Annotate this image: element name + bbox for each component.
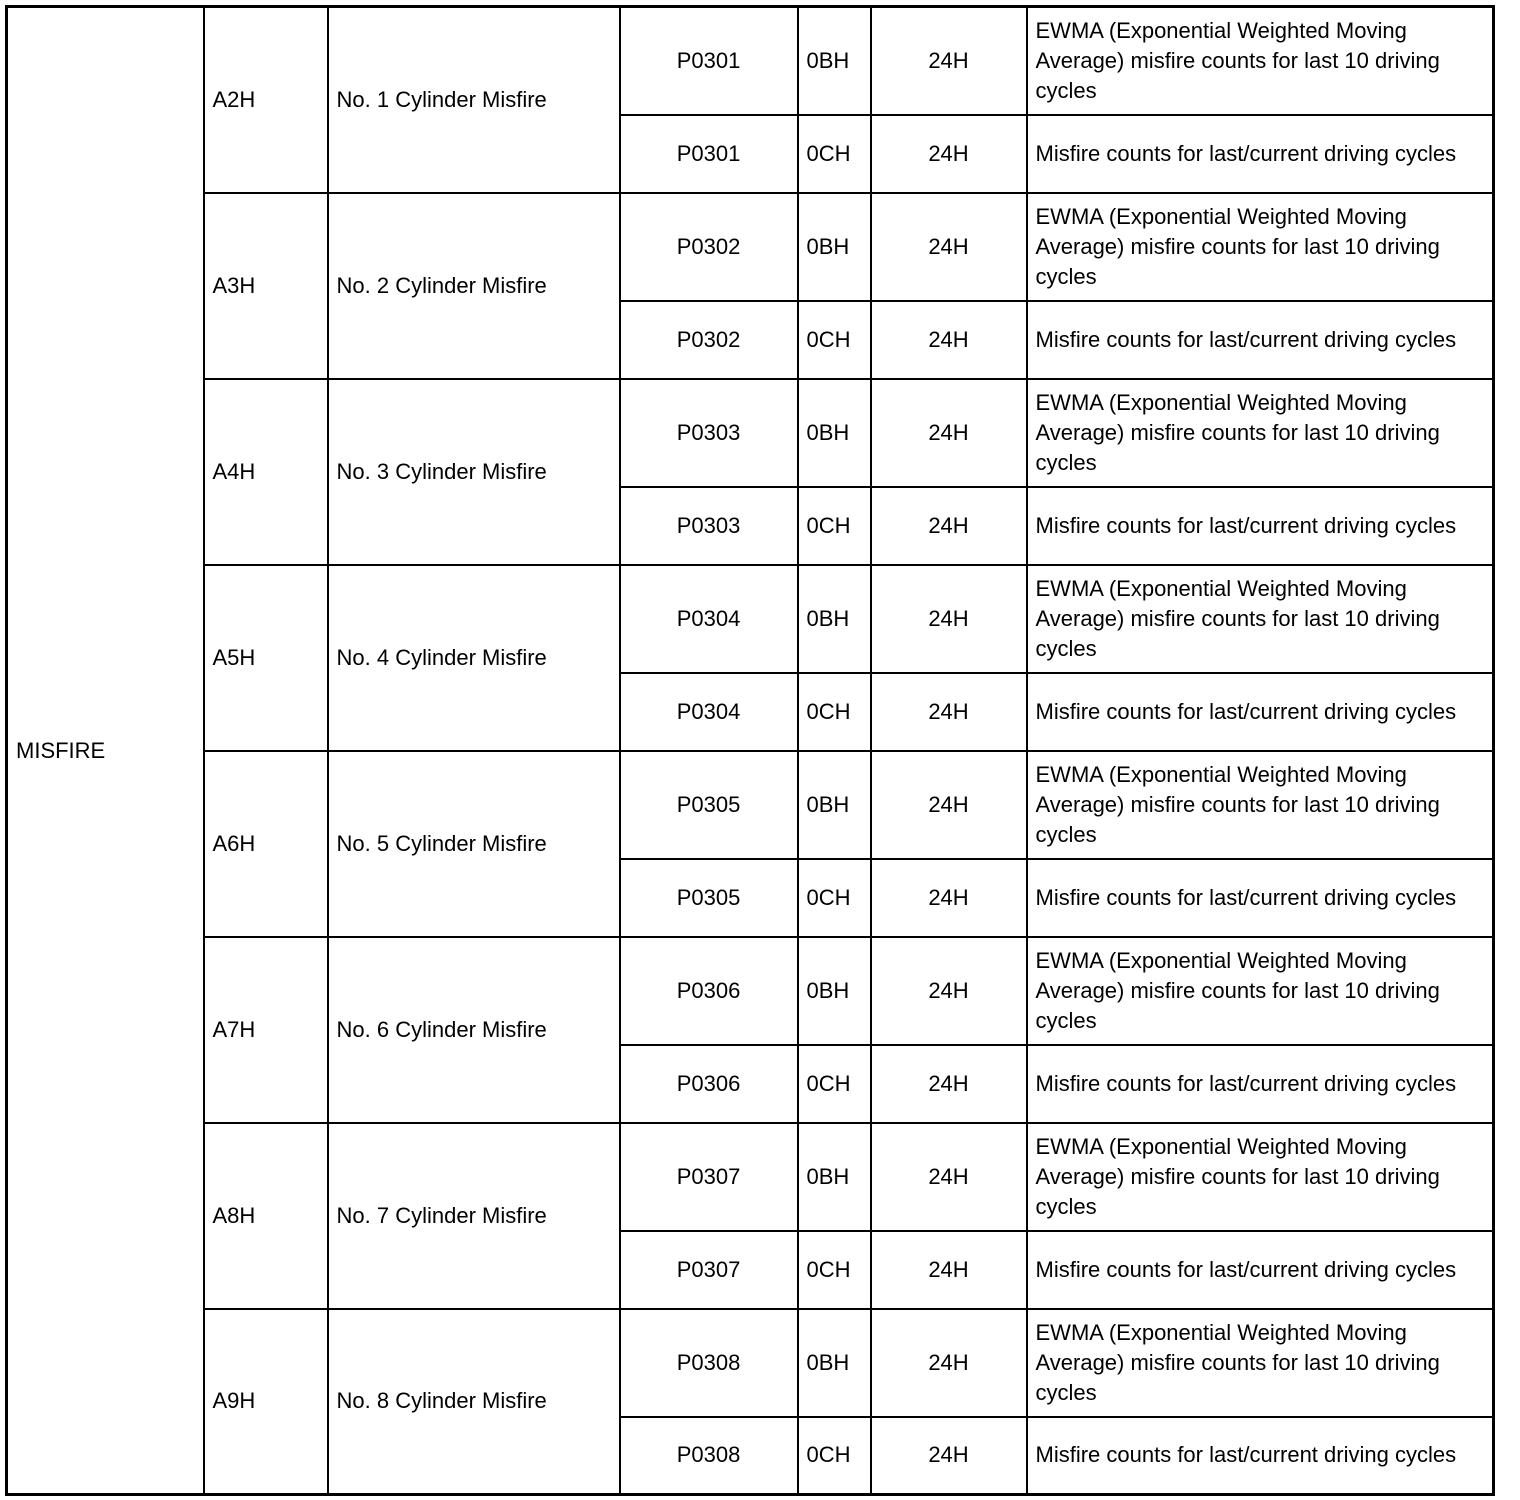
description-cell: Misfire counts for last/current driving … [1025, 1043, 1495, 1124]
unit-id-cell: 24H [869, 857, 1028, 938]
description-cell: Misfire counts for last/current driving … [1025, 1229, 1495, 1310]
test-id-cell: 0BH [796, 5, 872, 116]
description-cell: Misfire counts for last/current driving … [1025, 113, 1495, 194]
dtc-cell: P0304 [618, 563, 799, 674]
unit-id-cell: 24H [869, 563, 1028, 674]
table-row: P0301 0CH 24H Misfire counts for last/curre… [7, 113, 1495, 194]
test-id-cell: 0BH [796, 1307, 872, 1418]
test-id-cell: 0BH [796, 191, 872, 302]
dtc-cell: P0301 [618, 5, 799, 116]
unit-id-cell: 24H [869, 1415, 1028, 1496]
unit-id-cell: 24H [869, 377, 1028, 488]
table-row: P0305 0CH 24H Misfire counts for last/curre… [7, 857, 1495, 938]
unit-id-cell: 24H [869, 1307, 1028, 1418]
description-cell: EWMA (Exponential Weighted Moving Averag… [1025, 935, 1495, 1046]
monitor-id-cell: A9H [202, 1307, 329, 1496]
test-id-cell: 0CH [796, 113, 872, 194]
table-row: MISFIRE A2H No. 1 Cylinder Misfire P0301 0BH… [5, 5, 1495, 1496]
monitor-name-cell: No. 3 Cylinder Misfire [326, 377, 621, 566]
unit-id-cell: 24H [869, 671, 1028, 752]
dtc-cell: P0304 [618, 671, 799, 752]
test-id-cell: 0CH [796, 1415, 872, 1496]
dtc-cell: P0302 [618, 299, 799, 380]
description-cell: Misfire counts for last/current driving … [1025, 299, 1495, 380]
monitor-name-cell: No. 5 Cylinder Misfire [326, 749, 621, 938]
table-row: P0307 0CH 24H Misfire counts for last/curre… [7, 1229, 1495, 1310]
table-row: A8H No. 7 Cylinder Misfire P0307 0BH 24H EWMA… [7, 1121, 1495, 1310]
table-row: P0303 0CH 24H Misfire counts for last/curre… [7, 485, 1495, 566]
description-cell: EWMA (Exponential Weighted Moving Averag… [1025, 5, 1495, 116]
table-row: P0302 0CH 24H Misfire counts for last/curre… [7, 299, 1495, 380]
dtc-cell: P0307 [618, 1229, 799, 1310]
unit-id-cell: 24H [869, 299, 1028, 380]
dtc-cell: P0301 [618, 113, 799, 194]
test-id-cell: 0BH [796, 749, 872, 860]
description-cell: EWMA (Exponential Weighted Moving Averag… [1025, 1307, 1495, 1418]
unit-id-cell: 24H [869, 1121, 1028, 1232]
dtc-cell: P0303 [618, 377, 799, 488]
description-cell: EWMA (Exponential Weighted Moving Averag… [1025, 1121, 1495, 1232]
unit-id-cell: 24H [869, 749, 1028, 860]
description-cell: Misfire counts for last/current driving … [1025, 485, 1495, 566]
test-id-cell: 0CH [796, 671, 872, 752]
dtc-cell: P0306 [618, 1043, 799, 1124]
test-id-cell: 0CH [796, 1229, 872, 1310]
table-row: A5H No. 4 Cylinder Misfire P0304 0BH 24H EWMA… [7, 563, 1495, 752]
table-row: A6H No. 5 Cylinder Misfire P0305 0BH 24H EWMA… [7, 749, 1495, 938]
unit-id-cell: 24H [869, 113, 1028, 194]
dtc-cell: P0308 [618, 1307, 799, 1418]
description-cell: Misfire counts for last/current driving … [1025, 671, 1495, 752]
category-cell: MISFIRE [5, 5, 205, 1496]
table-row: A3H No. 2 Cylinder Misfire P0302 0BH 24H EWMA… [7, 191, 1495, 380]
unit-id-cell: 24H [869, 1229, 1028, 1310]
dtc-cell: P0302 [618, 191, 799, 302]
description-cell: Misfire counts for last/current driving … [1025, 857, 1495, 938]
table-row: P0308 0CH 24H Misfire counts for last/curre… [7, 1415, 1495, 1496]
table-row: A4H No. 3 Cylinder Misfire P0303 0BH 24H EWMA… [7, 377, 1495, 566]
table-row: A7H No. 6 Cylinder Misfire P0306 0BH 24H EWMA… [7, 935, 1495, 1124]
table-row: P0306 0CH 24H Misfire counts for last/curre… [7, 1043, 1495, 1124]
monitor-name-cell: No. 4 Cylinder Misfire [326, 563, 621, 752]
unit-id-cell: 24H [869, 485, 1028, 566]
monitor-id-cell: A5H [202, 563, 329, 752]
dtc-cell: P0305 [618, 857, 799, 938]
monitor-name-cell: No. 6 Cylinder Misfire [326, 935, 621, 1124]
monitor-name-cell: No. 7 Cylinder Misfire [326, 1121, 621, 1310]
unit-id-cell: 24H [869, 5, 1028, 116]
description-cell: EWMA (Exponential Weighted Moving Averag… [1025, 191, 1495, 302]
test-id-cell: 0CH [796, 857, 872, 938]
description-cell: Misfire counts for last/current driving … [1025, 1415, 1495, 1496]
monitor-name-cell: No. 2 Cylinder Misfire [326, 191, 621, 380]
table-row: P0304 0CH 24H Misfire counts for last/curre… [7, 671, 1495, 752]
monitor-id-cell: A3H [202, 191, 329, 380]
dtc-cell: P0308 [618, 1415, 799, 1496]
dtc-cell: P0305 [618, 749, 799, 860]
description-cell: EWMA (Exponential Weighted Moving Averag… [1025, 377, 1495, 488]
monitor-id-cell: A2H [202, 5, 329, 194]
monitor-id-cell: A4H [202, 377, 329, 566]
unit-id-cell: 24H [869, 1043, 1028, 1124]
monitor-id-cell: A7H [202, 935, 329, 1124]
test-id-cell: 0BH [796, 563, 872, 674]
test-id-cell: 0CH [796, 1043, 872, 1124]
table-row: A9H No. 8 Cylinder Misfire P0308 0BH 24H EWMA… [7, 1307, 1495, 1496]
monitor-name-cell: No. 8 Cylinder Misfire [326, 1307, 621, 1496]
description-cell: EWMA (Exponential Weighted Moving Averag… [1025, 749, 1495, 860]
unit-id-cell: 24H [869, 191, 1028, 302]
monitor-id-cell: A6H [202, 749, 329, 938]
misfire-monitor-table: MISFIRE A2H No. 1 Cylinder Misfire P0301 0BH… [5, 5, 1495, 1496]
dtc-cell: P0306 [618, 935, 799, 1046]
dtc-cell: P0303 [618, 485, 799, 566]
monitor-name-cell: No. 1 Cylinder Misfire [326, 5, 621, 194]
description-cell: EWMA (Exponential Weighted Moving Averag… [1025, 563, 1495, 674]
monitor-id-cell: A8H [202, 1121, 329, 1310]
test-id-cell: 0CH [796, 299, 872, 380]
test-id-cell: 0CH [796, 485, 872, 566]
unit-id-cell: 24H [869, 935, 1028, 1046]
test-id-cell: 0BH [796, 1121, 872, 1232]
test-id-cell: 0BH [796, 377, 872, 488]
dtc-cell: P0307 [618, 1121, 799, 1232]
test-id-cell: 0BH [796, 935, 872, 1046]
